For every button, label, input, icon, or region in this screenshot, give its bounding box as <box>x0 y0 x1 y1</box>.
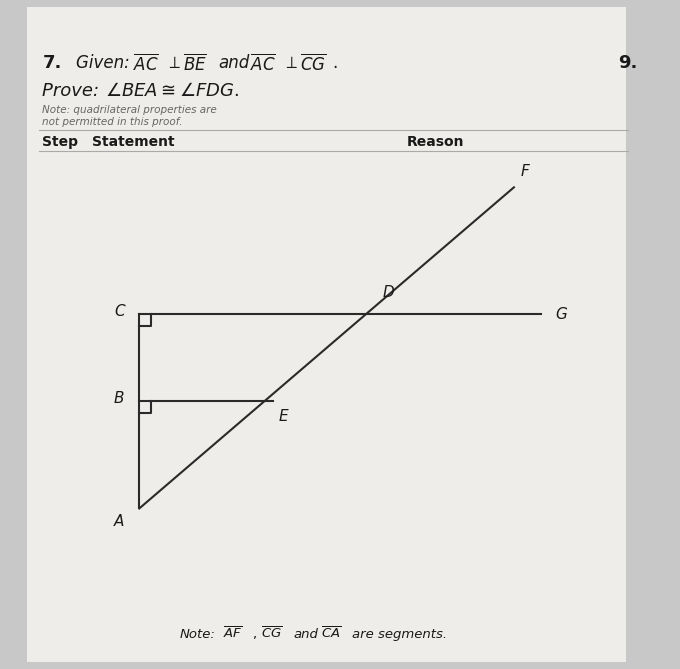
Text: Note:: Note: <box>180 628 216 641</box>
Text: $\perp$: $\perp$ <box>282 54 298 72</box>
Text: $\overline{AC}$: $\overline{AC}$ <box>133 54 158 74</box>
Text: $\overline{BE}$: $\overline{BE}$ <box>183 54 207 74</box>
Text: and: and <box>218 54 250 72</box>
Text: not permitted in this proof.: not permitted in this proof. <box>42 117 183 127</box>
Text: G: G <box>556 307 567 322</box>
Text: $\perp$: $\perp$ <box>165 54 181 72</box>
Text: $\overline{CA}$: $\overline{CA}$ <box>321 627 341 642</box>
Text: $\overline{CG}$: $\overline{CG}$ <box>300 54 326 74</box>
Text: Step: Step <box>42 135 78 149</box>
Text: Given:: Given: <box>75 54 135 72</box>
Text: C: C <box>114 304 124 318</box>
Text: Statement: Statement <box>92 135 175 149</box>
Text: D: D <box>382 285 394 300</box>
Text: $\overline{AC}$: $\overline{AC}$ <box>250 54 275 74</box>
Text: are segments.: are segments. <box>352 628 447 641</box>
Text: Reason: Reason <box>407 135 464 149</box>
Text: ,: , <box>252 628 256 641</box>
Text: 7.: 7. <box>42 54 62 72</box>
Text: Note: quadrilateral properties are: Note: quadrilateral properties are <box>42 105 220 115</box>
Text: $\overline{CG}$: $\overline{CG}$ <box>261 627 283 642</box>
Text: 9.: 9. <box>618 54 638 72</box>
Text: F: F <box>521 165 529 179</box>
Text: .: . <box>332 54 337 72</box>
Text: and: and <box>293 628 318 641</box>
Text: B: B <box>114 391 124 405</box>
Text: $\angle BEA \cong \angle FDG.$: $\angle BEA \cong \angle FDG.$ <box>105 82 239 100</box>
Text: A: A <box>114 514 124 529</box>
Text: E: E <box>278 409 288 424</box>
Text: Prove:: Prove: <box>42 82 105 100</box>
Text: $\overline{AF}$: $\overline{AF}$ <box>223 627 243 642</box>
